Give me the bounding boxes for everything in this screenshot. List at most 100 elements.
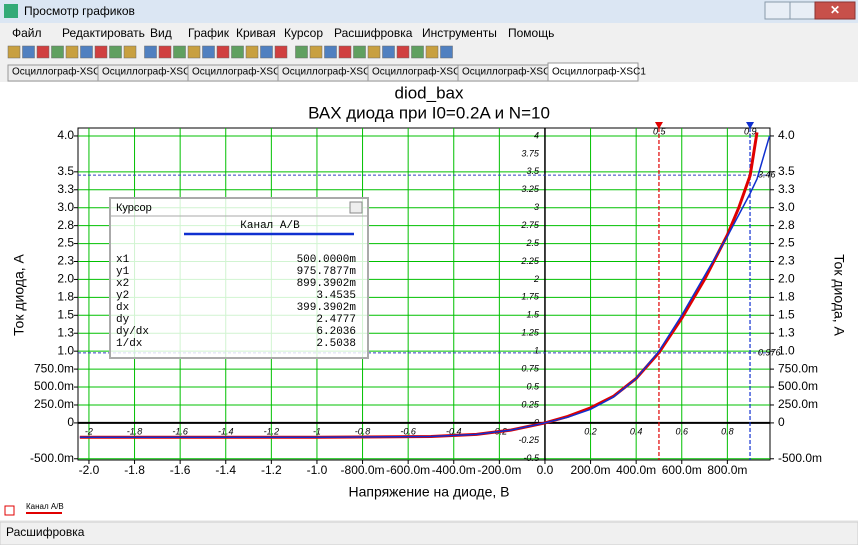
cursor-panel-title: Курсор <box>116 202 152 214</box>
toolbar-button[interactable] <box>65 45 79 59</box>
status-text: Расшифровка <box>6 525 85 539</box>
toolbar-button[interactable] <box>158 45 172 59</box>
menu-item[interactable]: Файл <box>12 26 42 40</box>
cursor-x-label: 0.9 <box>744 126 757 136</box>
tab[interactable] <box>547 62 639 82</box>
x-tick-label: -1.4 <box>215 463 236 477</box>
x-tick-label: -1.6 <box>170 463 191 477</box>
toolbar-button[interactable] <box>245 45 259 59</box>
inner-y-label: 3.5 <box>526 166 540 176</box>
inner-y-label: 1.75 <box>521 292 540 302</box>
x-tick-label: -1.0 <box>307 463 328 477</box>
tab-label: Осциллограф-XSC1 <box>12 66 106 78</box>
inner-x-label: 0.4 <box>630 426 643 436</box>
cursor-row-value: 2.4777 <box>316 314 356 326</box>
inner-y-label: 2.5 <box>525 238 540 248</box>
toolbar-button[interactable] <box>144 45 157 59</box>
x-tick-label: 400.0m <box>616 463 656 477</box>
y2-tick-label: 2.3 <box>778 254 795 268</box>
minimize[interactable] <box>764 1 791 20</box>
inner-y-label: 3.25 <box>521 184 540 194</box>
x-axis-label: Напряжение на диоде, В <box>348 484 509 500</box>
inner-y-label: 0.25 <box>521 399 540 409</box>
toolbar-button[interactable] <box>274 45 288 59</box>
chart-title: diod_bax <box>394 83 464 102</box>
toolbar-button[interactable] <box>396 45 410 59</box>
toolbar-button[interactable] <box>22 45 35 59</box>
toolbar-button[interactable] <box>440 45 453 59</box>
toolbar-button[interactable] <box>324 45 337 59</box>
y2-tick-label: 3.3 <box>778 182 795 196</box>
inner-x-label: -1 <box>313 426 321 436</box>
x-tick-label: -2.0 <box>79 463 100 477</box>
menu-item[interactable]: Курсор <box>284 26 323 40</box>
toolbar-button[interactable] <box>216 45 230 59</box>
toolbar <box>7 45 453 59</box>
legend-checkbox[interactable] <box>4 505 15 516</box>
toolbar-button[interactable] <box>123 45 137 59</box>
y2-tick-label: 0 <box>778 415 785 429</box>
y-tick-label: 4.0 <box>57 128 74 142</box>
toolbar-button[interactable] <box>202 45 215 59</box>
x-tick-label: -200.0m <box>477 463 521 477</box>
toolbar-button[interactable] <box>173 45 186 59</box>
menu-item[interactable]: Вид <box>150 26 172 40</box>
toolbar-button[interactable] <box>51 45 64 59</box>
cursor-row-name: x1 <box>116 254 130 266</box>
menu-item[interactable]: Кривая <box>236 26 276 40</box>
x-tick-label: 600.0m <box>662 463 702 477</box>
cursor-row-value: 399.3902m <box>297 302 357 314</box>
x-tick-label: -1.2 <box>261 463 282 477</box>
toolbar-button[interactable] <box>295 45 308 59</box>
y-tick-label: 2.3 <box>57 254 74 268</box>
cursor-panel-close[interactable] <box>349 201 363 214</box>
cursor-handle <box>746 122 755 129</box>
toolbar-button[interactable] <box>231 45 244 59</box>
inner-y-label: -0.25 <box>518 435 540 445</box>
menu-item[interactable]: Помощь <box>508 26 554 40</box>
cursor-x-label: 0.5 <box>653 126 667 136</box>
toolbar-button[interactable] <box>353 45 366 59</box>
inner-y-label: 0.5 <box>526 381 540 391</box>
close[interactable] <box>814 1 856 20</box>
y2-tick-label: 4.0 <box>778 128 795 142</box>
close-icon: ✕ <box>830 3 840 17</box>
menu-item[interactable]: Инструменты <box>422 26 497 40</box>
window-title: Просмотр графиков <box>24 4 135 18</box>
toolbar-button[interactable] <box>260 45 273 59</box>
y-tick-label: 750.0m <box>34 361 74 375</box>
y-tick-label: 3.0 <box>57 200 74 214</box>
toolbar-button[interactable] <box>36 45 50 59</box>
tab-label: Осциллограф-XSC1 <box>462 66 556 78</box>
toolbar-button[interactable] <box>187 45 201 59</box>
toolbar-button[interactable] <box>80 45 93 59</box>
cursor-row-name: dy/dx <box>116 326 149 338</box>
toolbar-button[interactable] <box>94 45 108 59</box>
inner-x-label: -0.4 <box>446 426 462 436</box>
y2-tick-label: 250.0m <box>778 397 818 411</box>
menu-item[interactable]: Редактировать <box>62 26 145 40</box>
toolbar-button[interactable] <box>367 45 381 59</box>
toolbar-button[interactable] <box>382 45 395 59</box>
toolbar-button[interactable] <box>309 45 323 59</box>
toolbar-button[interactable] <box>109 45 122 59</box>
x-tick-label: 0.0 <box>537 463 554 477</box>
y2-tick-label: 1.3 <box>778 325 795 339</box>
y-tick-label: 1.0 <box>57 343 74 357</box>
cursor-row-value: 500.0000m <box>297 254 357 266</box>
inner-y-label: 2.75 <box>520 220 540 230</box>
toolbar-button[interactable] <box>338 45 352 59</box>
maximize[interactable] <box>789 1 816 20</box>
cursor-row-value: 3.4535 <box>316 290 356 302</box>
y2-tick-label: 2.8 <box>778 218 795 232</box>
y-tick-label: 3.5 <box>57 164 74 178</box>
toolbar-button[interactable] <box>7 45 21 59</box>
menu-item[interactable]: График <box>188 26 230 40</box>
cursor-row-value: 2.5038 <box>316 338 356 350</box>
toolbar-button[interactable] <box>411 45 424 59</box>
toolbar-button[interactable] <box>425 45 439 59</box>
y2-tick-label: -500.0m <box>778 451 822 465</box>
y2-tick-label: 1.8 <box>778 290 795 304</box>
menu-item[interactable]: Расшифровка <box>334 26 413 40</box>
